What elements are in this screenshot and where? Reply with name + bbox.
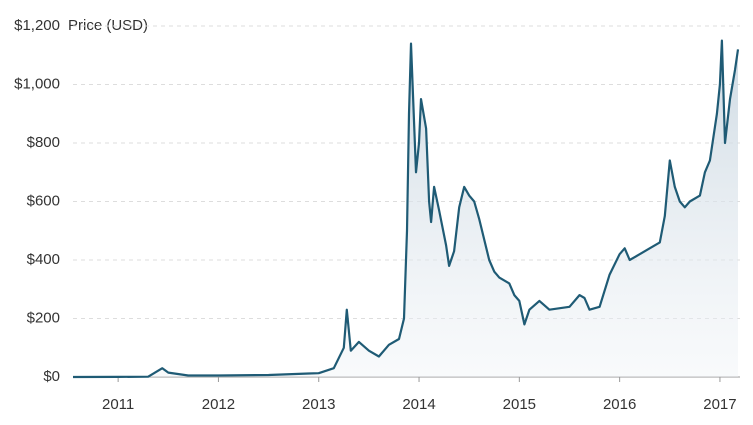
x-tick-label: 2014 <box>402 396 435 413</box>
y-tick-label: $1,000 <box>14 75 60 92</box>
y-tick-label: $0 <box>43 368 60 385</box>
x-tick-label: 2013 <box>302 396 335 413</box>
y-tick-label: $400 <box>27 251 60 268</box>
y-tick-label: $600 <box>27 192 60 209</box>
x-tick-label: 2011 <box>102 396 134 413</box>
y-tick-label: $200 <box>27 309 60 326</box>
x-tick-label: 2016 <box>603 396 636 413</box>
y-axis-label: Price (USD) <box>68 17 148 34</box>
y-tick-label: $1,200 <box>14 17 60 34</box>
area <box>73 40 738 377</box>
x-tick-label: 2012 <box>202 396 235 413</box>
y-tick-label: $800 <box>27 134 60 151</box>
x-tick-label: 2015 <box>503 396 536 413</box>
price-line <box>72 39 740 379</box>
x-tick-label: 2017 <box>703 396 736 413</box>
